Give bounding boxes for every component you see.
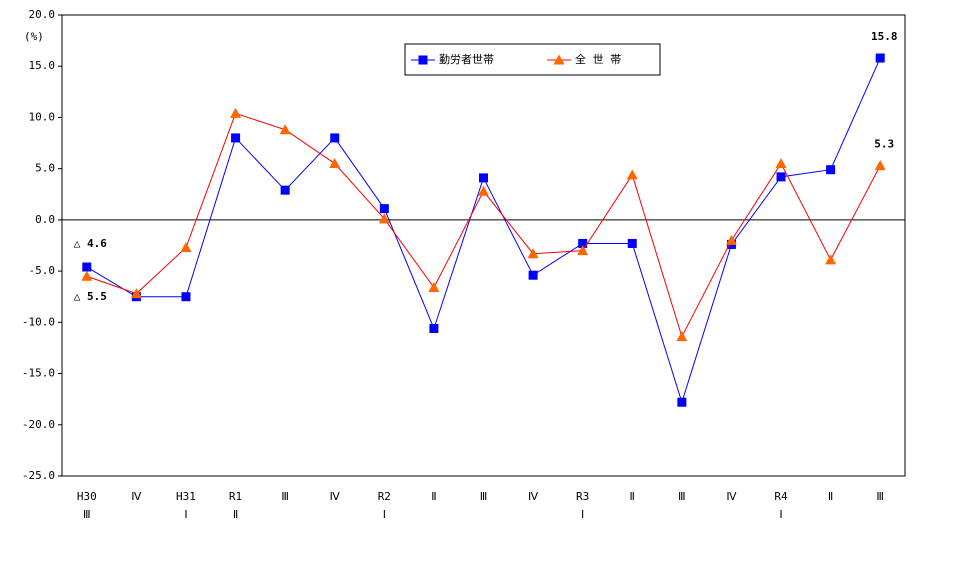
series-line [86,57,881,404]
data-point [280,185,290,195]
data-point [577,245,589,256]
data-point [874,160,886,171]
x-tick-label: Ⅲ [678,490,686,503]
data-point [725,234,737,245]
x-tick-label: Ⅱ [828,490,833,503]
legend-label: 全 世 帯 [575,52,621,66]
x-tick-label: R2 [378,490,391,503]
x-tick-label: Ⅲ [83,508,91,521]
data-point [627,238,637,248]
value-label: 15.8 [871,30,898,43]
data-point [181,292,191,302]
y-tick-label: 0.0 [35,213,55,226]
legend-marker [553,54,565,65]
data-point [279,124,291,135]
data-point [230,107,242,118]
data-point [478,185,489,196]
y-tick-label: -25.0 [22,469,55,482]
y-tick-label: -5.0 [29,264,56,277]
data-point [578,238,588,248]
plot-frame [61,14,906,477]
data-point [231,133,241,143]
data-point [130,288,142,299]
data-point [330,133,340,143]
legend: 勤労者世帯 全 世 帯 [404,43,661,76]
data-point [81,270,93,281]
data-point [527,248,539,259]
value-label: 5.3 [874,138,894,151]
x-tick-label: Ⅰ [184,508,187,521]
x-tick-label: Ⅱ [431,490,436,503]
legend-box [404,43,661,76]
x-tick-label: Ⅱ [630,490,635,503]
y-tick-label: -15.0 [22,367,55,380]
x-tick-label: Ⅰ [581,508,584,521]
x-tick-label: R1 [229,490,242,503]
y-tick-label: 5.0 [35,162,55,175]
y-tick-label: -10.0 [22,315,55,328]
y-tick-label: 10.0 [29,110,56,123]
legend-label: 勤労者世帯 [439,52,494,66]
x-tick-label: Ⅳ [131,490,142,503]
y-tick-label: 15.0 [29,59,56,72]
x-tick-label: R4 [774,490,788,503]
y-axis-label: (%) [24,30,44,43]
data-point [825,254,837,265]
data-point [775,158,787,169]
y-tick-label: 20.0 [29,8,56,21]
data-point [378,213,390,224]
data-point [428,282,440,293]
x-tick-label: Ⅲ [876,490,884,503]
data-point [677,397,687,407]
x-tick-label: H31 [176,490,196,503]
value-label: △ 4.6 [74,237,107,250]
data-point [528,270,538,280]
data-point [626,169,638,180]
data-point [826,165,836,175]
x-tick-label: R3 [576,490,589,503]
x-tick-label: Ⅳ [330,490,341,503]
x-tick-label: Ⅲ [281,490,289,503]
data-point [429,323,439,333]
x-tick-label: Ⅱ [233,508,238,521]
x-tick-label: Ⅰ [383,508,386,521]
x-tick-label: H30 [77,490,97,503]
x-tick-label: Ⅳ [528,490,539,503]
value-label: △ 5.5 [74,290,107,303]
data-point [676,331,688,342]
data-point [479,173,488,183]
data-point [379,204,389,214]
x-tick-label: Ⅲ [480,490,488,503]
series-line [86,112,881,338]
data-point [82,262,92,272]
data-point [329,158,341,169]
y-tick-label: -20.0 [22,418,55,431]
data-point [776,172,786,182]
legend-marker [418,55,428,65]
data-point [875,53,885,63]
x-tick-label: Ⅳ [726,490,737,503]
x-tick-label: Ⅰ [779,508,782,521]
data-point [180,242,192,253]
